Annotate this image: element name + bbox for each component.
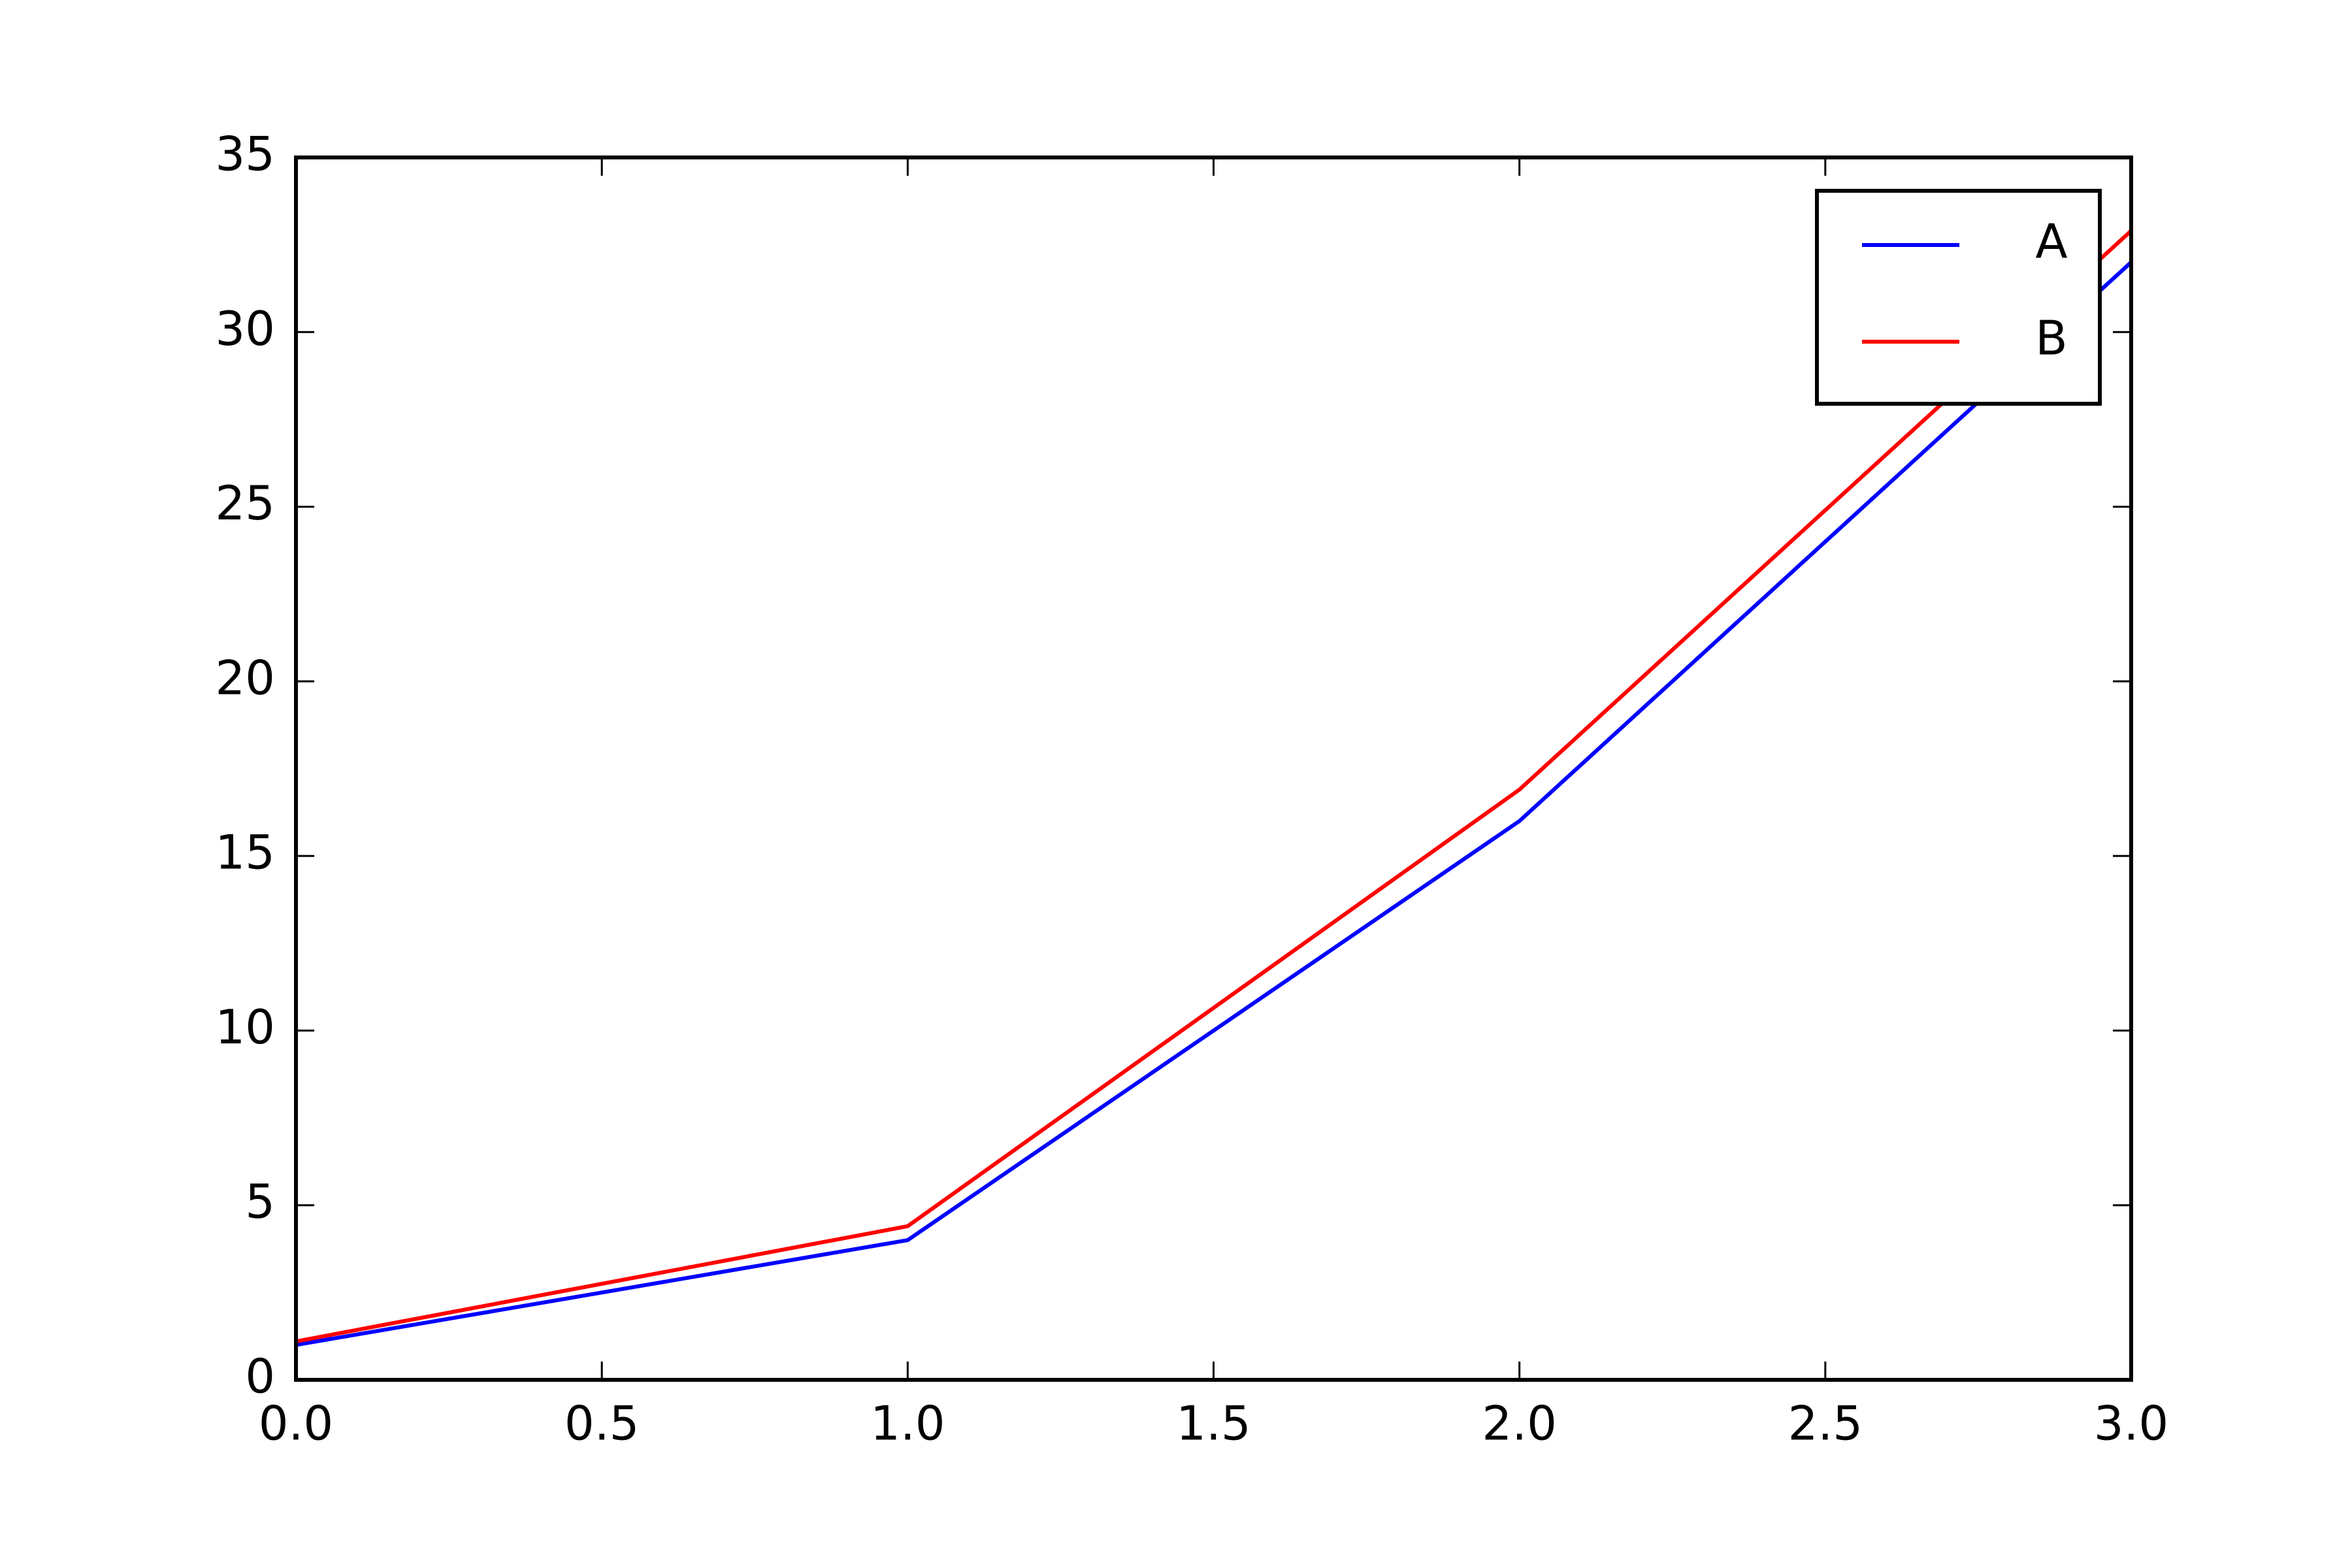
x-tick-label: 2.0 — [1482, 1396, 1557, 1451]
series-line — [295, 261, 2133, 1347]
y-tick-label: 0 — [245, 1349, 275, 1404]
y-tick-label: 5 — [245, 1174, 275, 1229]
legend-box — [1815, 189, 2102, 406]
x-tick-label: 0.0 — [259, 1396, 334, 1451]
y-tick-label: 25 — [215, 476, 275, 531]
legend-label: B — [2035, 311, 2067, 366]
series-line — [295, 229, 2133, 1344]
y-tick-label: 20 — [215, 650, 275, 705]
plot-frame — [294, 155, 2133, 1382]
y-tick-label: 15 — [215, 825, 275, 880]
x-tick-label: 2.5 — [1788, 1396, 1863, 1451]
legend-label: A — [2035, 214, 2067, 269]
y-tick-label: 30 — [215, 301, 275, 356]
x-tick-label: 1.0 — [870, 1396, 945, 1451]
x-tick-label: 3.0 — [2094, 1396, 2169, 1451]
x-tick-label: 1.5 — [1176, 1396, 1251, 1451]
x-tick-label: 0.5 — [564, 1396, 640, 1451]
y-tick-label: 35 — [215, 127, 275, 182]
y-tick-label: 10 — [215, 1000, 275, 1054]
